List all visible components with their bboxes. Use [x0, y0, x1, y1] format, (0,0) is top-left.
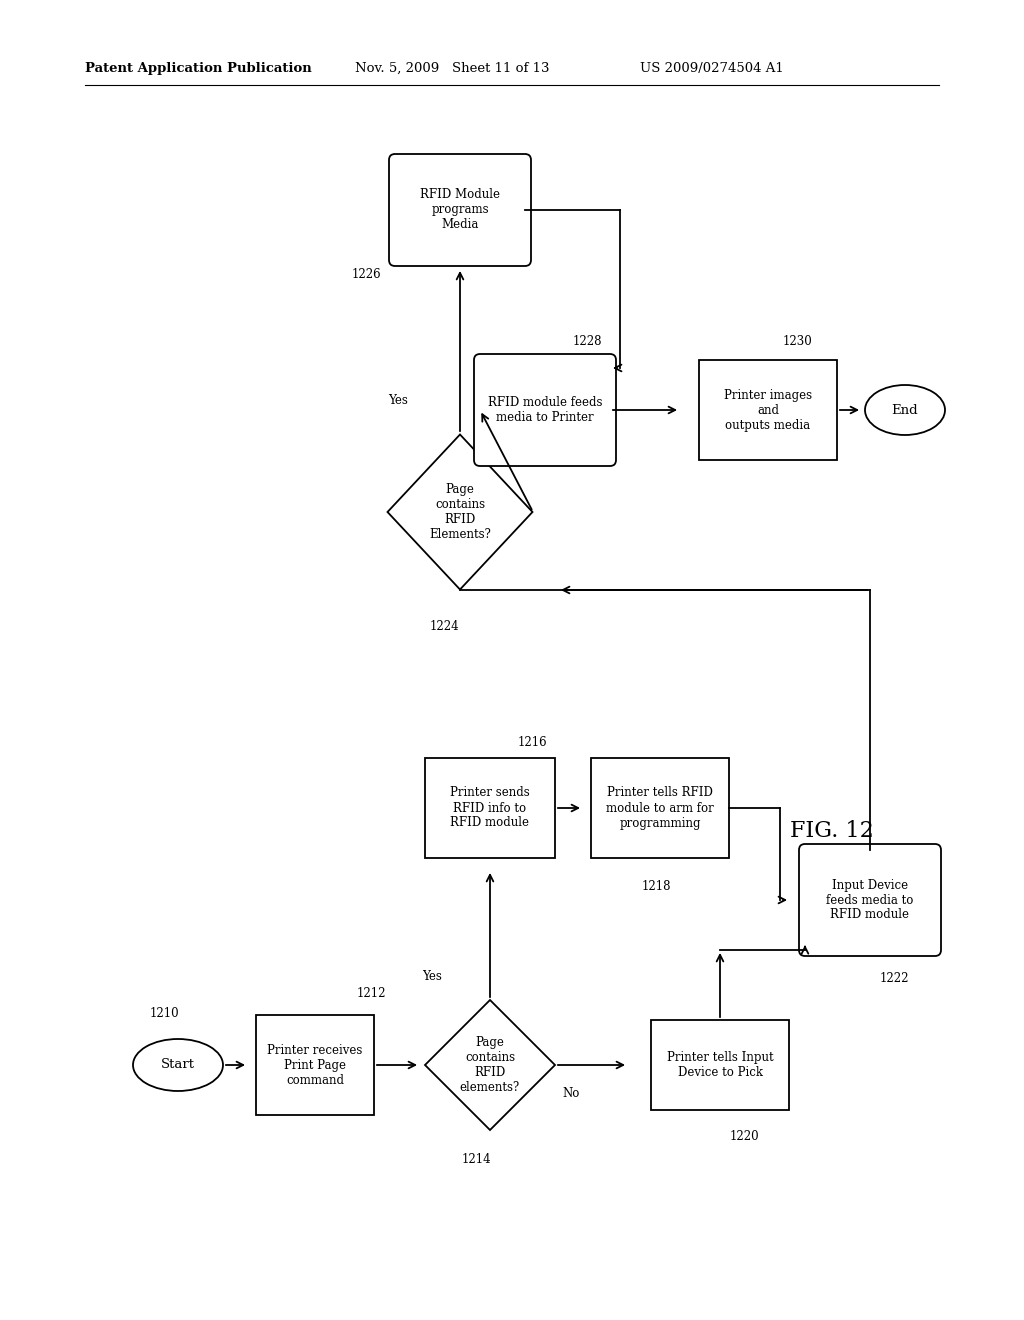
Text: 1228: 1228	[573, 335, 602, 348]
Text: Start: Start	[161, 1059, 195, 1072]
Text: Printer receives
Print Page
command: Printer receives Print Page command	[267, 1044, 362, 1086]
FancyBboxPatch shape	[699, 360, 837, 459]
Text: 1216: 1216	[518, 737, 548, 748]
Text: Printer images
and
outputs media: Printer images and outputs media	[724, 388, 812, 432]
Text: 1224: 1224	[430, 620, 460, 634]
Text: Yes: Yes	[388, 393, 408, 407]
Polygon shape	[387, 434, 532, 590]
Ellipse shape	[133, 1039, 223, 1092]
Text: Printer tells RFID
module to arm for
programming: Printer tells RFID module to arm for pro…	[606, 787, 714, 829]
Text: Page
contains
RFID
elements?: Page contains RFID elements?	[460, 1036, 520, 1094]
Text: 1222: 1222	[880, 972, 909, 985]
Text: RFID module feeds
media to Printer: RFID module feeds media to Printer	[487, 396, 602, 424]
Text: Input Device
feeds media to
RFID module: Input Device feeds media to RFID module	[826, 879, 913, 921]
Text: Patent Application Publication: Patent Application Publication	[85, 62, 311, 75]
Text: 1212: 1212	[357, 987, 386, 1001]
Text: US 2009/0274504 A1: US 2009/0274504 A1	[640, 62, 783, 75]
Text: 1218: 1218	[642, 880, 672, 894]
Text: Printer sends
RFID info to
RFID module: Printer sends RFID info to RFID module	[451, 787, 529, 829]
FancyBboxPatch shape	[256, 1015, 374, 1115]
FancyBboxPatch shape	[389, 154, 531, 267]
FancyBboxPatch shape	[474, 354, 616, 466]
Text: Page
contains
RFID
Elements?: Page contains RFID Elements?	[429, 483, 490, 541]
Text: Yes: Yes	[422, 970, 442, 983]
Text: 1220: 1220	[730, 1130, 760, 1143]
Ellipse shape	[865, 385, 945, 436]
Text: RFID Module
programs
Media: RFID Module programs Media	[420, 189, 500, 231]
FancyBboxPatch shape	[591, 758, 729, 858]
Text: Nov. 5, 2009   Sheet 11 of 13: Nov. 5, 2009 Sheet 11 of 13	[355, 62, 550, 75]
Text: FIG. 12: FIG. 12	[790, 820, 873, 842]
Text: 1210: 1210	[150, 1007, 179, 1020]
Text: 1214: 1214	[462, 1152, 492, 1166]
Text: No: No	[562, 1086, 580, 1100]
FancyBboxPatch shape	[425, 758, 555, 858]
Polygon shape	[425, 1001, 555, 1130]
Text: 1226: 1226	[352, 268, 382, 281]
FancyBboxPatch shape	[651, 1020, 790, 1110]
FancyBboxPatch shape	[799, 843, 941, 956]
Text: Printer tells Input
Device to Pick: Printer tells Input Device to Pick	[667, 1051, 773, 1078]
Text: End: End	[892, 404, 919, 417]
Text: 1230: 1230	[783, 335, 813, 348]
